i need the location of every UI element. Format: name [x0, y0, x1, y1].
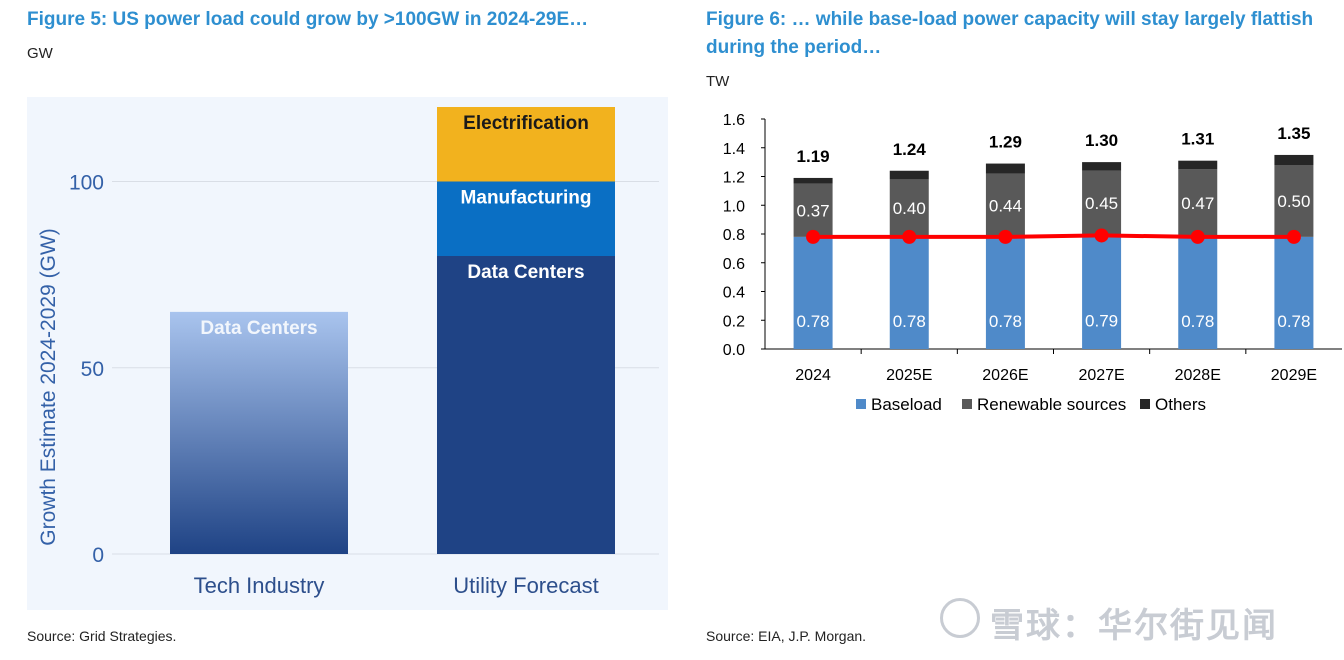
figure-6-line-point: [1286, 229, 1301, 244]
watermark-text: 雪球：华尔街见闻: [990, 607, 1278, 645]
figure-6-bar-others-2028e: [1178, 160, 1218, 170]
figure-6-bar-others-2024: [793, 177, 833, 184]
figure-6-line-point: [1094, 228, 1109, 243]
figure-6-y-tick-label: 0.4: [723, 285, 745, 302]
figure-6-category-label: 2028E: [1175, 367, 1221, 384]
figure-6-bar-renewable-sources-2029e: [1274, 165, 1314, 237]
figure-6-y-tick-label: 0.6: [723, 256, 745, 273]
figure-6-value-label: 0.44: [989, 196, 1022, 215]
figure-6-bar-baseload-2024: [793, 236, 833, 349]
figure-5-segment-label: Electrification: [463, 113, 589, 134]
figure-5-segment-label: Data Centers: [467, 262, 584, 283]
figure-6-bar-renewable-sources-2027e: [1082, 170, 1122, 236]
figure-6-legend-label: Renewable sources: [977, 395, 1126, 414]
figure-6-bar-baseload-2028e: [1178, 236, 1218, 349]
figure-6-legend-label: Baseload: [871, 395, 942, 414]
figure-6-value-label: 0.79: [1085, 312, 1118, 331]
figure-6-value-label: 0.37: [797, 201, 830, 220]
figure-5-y-tick-label: 100: [69, 172, 104, 195]
figure-6-total-label: 1.35: [1277, 124, 1310, 143]
figure-5-bar-manufacturing-utility-forecast: [437, 181, 615, 256]
figure-5-chart: 0 50 100 Data Centers Tech Industry Data Cent…: [27, 97, 668, 610]
figure-6-bar-baseload-2025e: [889, 236, 929, 349]
figure-6-category-label: 2024: [795, 367, 831, 384]
figure-6-bar-baseload-2029e: [1274, 236, 1314, 349]
figure-6-value-label: 0.78: [797, 312, 830, 331]
figure-6-y-tick-label: 1.0: [723, 198, 745, 215]
figure-6-category-label: 2029E: [1271, 367, 1317, 384]
figure-6-category-label: 2027E: [1078, 367, 1124, 384]
figure-5-bar-data-centers-tech-industry: [170, 311, 348, 554]
figure-6-title-line-1: Figure 6: … while base-load power capaci…: [706, 9, 1314, 30]
figure-6-category-label: 2025E: [886, 367, 932, 384]
figure-6-bar-renewable-sources-2026e: [985, 173, 1025, 237]
figure-6-value-label: 0.50: [1277, 192, 1310, 211]
figure-6-total-label: 1.31: [1181, 130, 1214, 149]
figure-6-value-label: 0.78: [1277, 312, 1310, 331]
figure-6-bar-renewable-sources-2025e: [889, 179, 929, 237]
figure-6-baseload-line: [813, 233, 1294, 239]
figure-5-source: Source: Grid Strategies.: [27, 628, 177, 644]
figure-6-legend-swatch-renewable-sources: [962, 399, 972, 409]
figure-6-bar-others-2026e: [985, 163, 1025, 174]
figure-6-y-tick-label: 0.2: [723, 313, 745, 330]
figure-5-bar-electrification-utility-forecast: [437, 107, 615, 182]
figure-6-line-point: [998, 229, 1013, 244]
figure-6-bar-renewable-sources-2028e: [1178, 169, 1218, 237]
figure-5-y-axis-label: Growth Estimate 2024-2029 (GW): [37, 228, 60, 545]
figure-5-segment-label: Manufacturing: [461, 188, 592, 209]
figure-5-bar-data-centers-utility-forecast: [437, 256, 615, 554]
figure-6-value-label: 0.78: [893, 312, 926, 331]
figure-6-y-tick-label: 0.0: [723, 342, 745, 359]
figure-6-bar-others-2029e: [1274, 154, 1314, 165]
figure-6-title-line-2: during the period…: [706, 37, 882, 58]
figure-5-segment-label: Data Centers: [200, 318, 317, 339]
figure-6-value-label: 0.40: [893, 199, 926, 218]
figure-6-y-tick-label: 1.6: [723, 112, 745, 129]
watermark-logo-icon: [940, 598, 980, 638]
figure-6-value-label: 0.47: [1181, 194, 1214, 213]
figure-6-bar-baseload-2027e: [1082, 235, 1122, 349]
figure-6-category-label: 2026E: [982, 367, 1028, 384]
figure-6-y-tick-label: 1.2: [723, 170, 745, 187]
figure-5-title: Figure 5: US power load could grow by >1…: [27, 9, 589, 30]
figure-5-category-label: Utility Forecast: [453, 573, 598, 598]
figure-6-legend-swatch-baseload: [856, 399, 866, 409]
figure-5-category-label: Tech Industry: [194, 573, 325, 598]
figure-5-y-tick-label: 50: [81, 358, 104, 381]
figure-6-bar-baseload-2026e: [985, 236, 1025, 349]
figure-6-y-tick-label: 1.4: [723, 141, 745, 158]
figure-5-y-tick-label: 0: [92, 544, 104, 567]
figure-6-total-label: 1.19: [797, 147, 830, 166]
figure-6-line-point: [1190, 229, 1205, 244]
figure-6-value-label: 0.78: [989, 312, 1022, 331]
figure-6-source: Source: EIA, J.P. Morgan.: [706, 628, 867, 644]
figure-6-total-label: 1.29: [989, 133, 1022, 152]
figure-5-unit: GW: [27, 45, 53, 62]
figure-6-value-label: 0.45: [1085, 194, 1118, 213]
figure-6-legend-swatch-others: [1140, 399, 1150, 409]
figure-6-y-tick-label: 0.8: [723, 227, 745, 244]
figure-6-legend-label: Others: [1155, 395, 1206, 414]
figure-6-chart: 0.0 0.2 0.4 0.6 0.8 1.0 1.2 1.4 1.6 0.78 0.37 1.19 2…: [723, 112, 1342, 414]
figure-6-line-point: [902, 229, 917, 244]
figure-6-total-label: 1.30: [1085, 131, 1118, 150]
figure-6-bar-others-2027e: [1082, 162, 1122, 171]
figure-6-value-label: 0.78: [1181, 312, 1214, 331]
figure-6-line-point: [806, 229, 821, 244]
figure-6-bar-others-2025e: [889, 170, 929, 180]
figure-6-unit: TW: [706, 73, 730, 90]
figure-6-bar-renewable-sources-2024: [793, 183, 833, 237]
figure-6-total-label: 1.24: [893, 140, 927, 159]
